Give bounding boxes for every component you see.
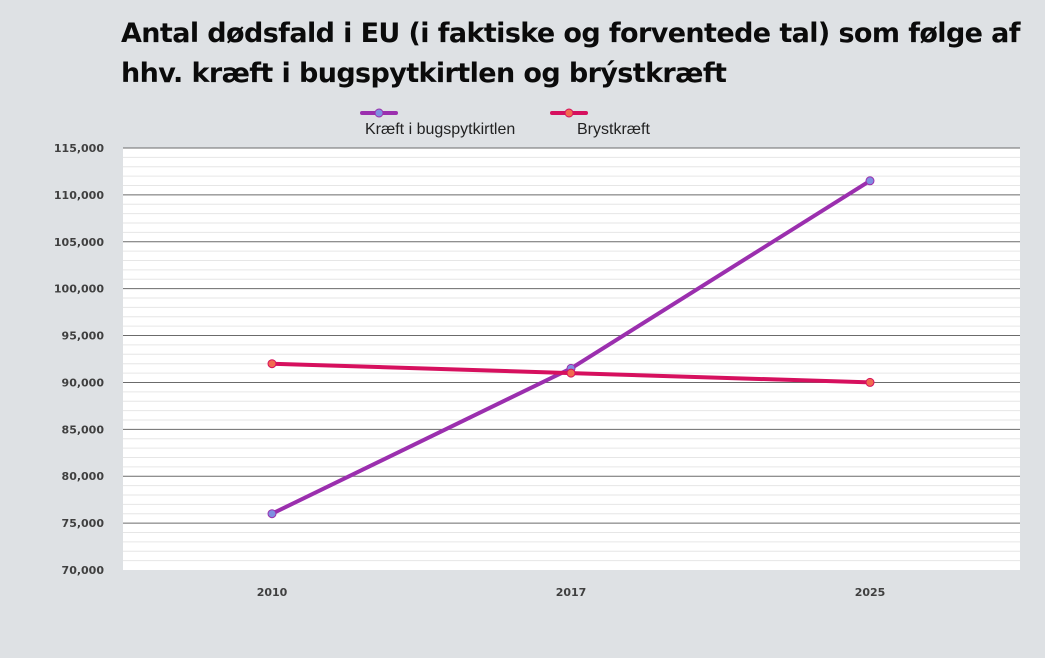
- y-tick-label: 85,000: [62, 423, 105, 436]
- y-tick-label: 110,000: [54, 189, 104, 202]
- legend: Kræft i bugspytkirtlen Brystkræft: [360, 108, 650, 138]
- x-tick-label: 2025: [855, 586, 886, 599]
- y-tick-label: 90,000: [62, 376, 105, 389]
- legend-item: Brystkræft: [550, 108, 650, 138]
- plot-area: [123, 148, 1020, 570]
- legend-marker: [564, 108, 574, 118]
- legend-label: Kræft i bugspytkirtlen: [365, 121, 515, 138]
- series-2-markers: [267, 359, 875, 387]
- y-tick-label: 70,000: [62, 564, 105, 577]
- y-tick-label: 80,000: [62, 470, 105, 483]
- x-tick-label: 2010: [257, 586, 288, 599]
- data-point: [865, 377, 875, 387]
- legend-label: Brystkræft: [577, 121, 650, 138]
- legend-item: Kræft i bugspytkirtlen: [360, 108, 515, 138]
- y-tick-label: 115,000: [54, 142, 104, 155]
- chart-title: Antal dødsfald i EU (i faktiske og forve…: [121, 18, 1021, 89]
- x-tick-label: 2017: [556, 586, 587, 599]
- x-tick-labels: 2010 2017 2025: [257, 586, 886, 599]
- data-point: [267, 359, 277, 369]
- data-point: [865, 176, 875, 186]
- y-tick-label: 100,000: [54, 283, 104, 296]
- y-tick-labels: 70,000 75,000 80,000 85,000 90,000 95,000 100,…: [54, 142, 104, 577]
- minor-gridlines: [123, 156, 1020, 562]
- y-tick-label: 105,000: [54, 236, 104, 249]
- y-tick-label: 95,000: [62, 330, 105, 343]
- data-point: [267, 509, 277, 519]
- y-tick-label: 75,000: [62, 517, 105, 530]
- data-point: [566, 368, 576, 378]
- legend-marker: [374, 108, 384, 118]
